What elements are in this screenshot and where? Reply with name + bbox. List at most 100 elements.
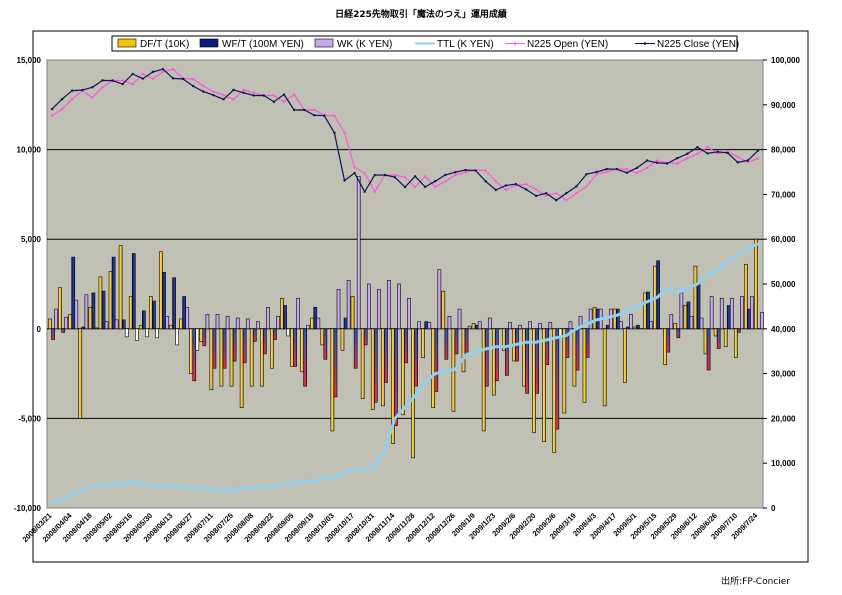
bar-wft — [142, 310, 146, 330]
bar-wk — [235, 317, 240, 330]
point — [746, 161, 750, 164]
bar-dft — [542, 328, 547, 442]
bar-wft — [555, 328, 560, 430]
bar-wft — [293, 328, 297, 367]
bar-wk — [709, 296, 714, 330]
point — [141, 72, 145, 76]
bar-wk — [94, 327, 99, 330]
bar-wk — [215, 314, 220, 330]
bar-wft — [252, 328, 257, 342]
point — [333, 114, 336, 117]
point — [202, 84, 205, 88]
point — [212, 93, 215, 97]
bar-dft — [300, 328, 304, 373]
bar-dft — [572, 328, 577, 387]
right-tick-label: 80,000 — [771, 146, 796, 155]
bar-wft — [182, 296, 187, 330]
bar-wk — [296, 298, 301, 330]
right-tick-label: 60,000 — [771, 235, 796, 244]
point — [292, 93, 296, 96]
point — [464, 168, 467, 172]
bar-wk — [629, 314, 633, 330]
bar-dft — [108, 271, 113, 330]
bar-wk — [457, 308, 462, 330]
bar-wk — [256, 321, 260, 330]
bar-wk — [679, 292, 684, 330]
right-tick-label: 10,000 — [771, 459, 796, 468]
bar-wk — [155, 328, 159, 339]
bar-wk — [518, 324, 522, 330]
bar-wk — [699, 317, 704, 330]
bar-wft — [313, 306, 318, 330]
bar-wk — [175, 328, 179, 346]
bar-wft — [505, 328, 509, 376]
bar-dft — [330, 328, 335, 432]
point — [252, 94, 255, 97]
bar-wft — [706, 328, 711, 371]
bar-dft — [522, 328, 526, 387]
point — [605, 167, 608, 171]
point — [464, 170, 467, 174]
bar-wft — [172, 277, 176, 330]
bar-wk — [316, 317, 321, 330]
point — [192, 77, 195, 81]
left-tick-label: -10,000 — [14, 504, 42, 513]
point — [91, 86, 94, 89]
point — [323, 114, 326, 117]
bar-dft — [683, 305, 688, 330]
point — [585, 185, 588, 188]
point — [625, 171, 629, 174]
point — [444, 173, 447, 177]
point — [141, 77, 145, 80]
right-tick-label: 20,000 — [771, 414, 796, 423]
bar-dft — [703, 328, 708, 355]
point — [484, 169, 487, 172]
bar-wk — [84, 294, 89, 330]
bar-dft — [723, 328, 728, 348]
point — [60, 97, 64, 101]
legend: DF/T (10K) WF/T (100M YEN) WK (K YEN) TTL (… — [111, 35, 739, 52]
legend-label: WF/T (100M YEN) — [222, 39, 304, 50]
point — [423, 175, 427, 178]
bar-dft — [259, 328, 264, 387]
bar-dft — [219, 328, 224, 387]
bar-dft — [58, 287, 62, 330]
point — [131, 82, 134, 86]
bar-wk — [477, 321, 482, 330]
bar-dft — [643, 292, 647, 330]
point — [50, 114, 54, 117]
bar-wft — [61, 328, 66, 333]
point — [534, 188, 538, 191]
point — [605, 170, 608, 174]
bar-dft — [612, 308, 617, 330]
point — [454, 170, 457, 174]
right-tick-label: 0 — [771, 504, 776, 513]
point — [333, 131, 336, 134]
bar-dft — [270, 328, 274, 369]
point — [161, 67, 165, 71]
bar-dft — [209, 328, 214, 391]
point — [242, 88, 245, 92]
left-tick-label: -5,000 — [18, 414, 41, 423]
point — [696, 145, 699, 149]
point — [423, 185, 427, 189]
point — [373, 190, 376, 193]
bar-wft — [686, 301, 691, 330]
point — [686, 152, 689, 155]
bar-wk — [407, 298, 411, 330]
bar-dft — [350, 296, 355, 330]
point — [484, 180, 487, 183]
bar-wft — [162, 272, 166, 330]
point — [413, 175, 417, 178]
bar-wft — [81, 326, 86, 330]
bar-wk — [346, 280, 351, 330]
bar-wft — [525, 328, 529, 394]
point — [665, 162, 669, 165]
line-ttl-k-yen- — [51, 242, 759, 505]
point — [212, 90, 215, 93]
bar-wk — [74, 299, 79, 330]
bar-wft — [454, 328, 459, 355]
bar-dft — [471, 323, 476, 330]
bar-wk — [649, 321, 653, 330]
bar-wft — [101, 290, 106, 330]
